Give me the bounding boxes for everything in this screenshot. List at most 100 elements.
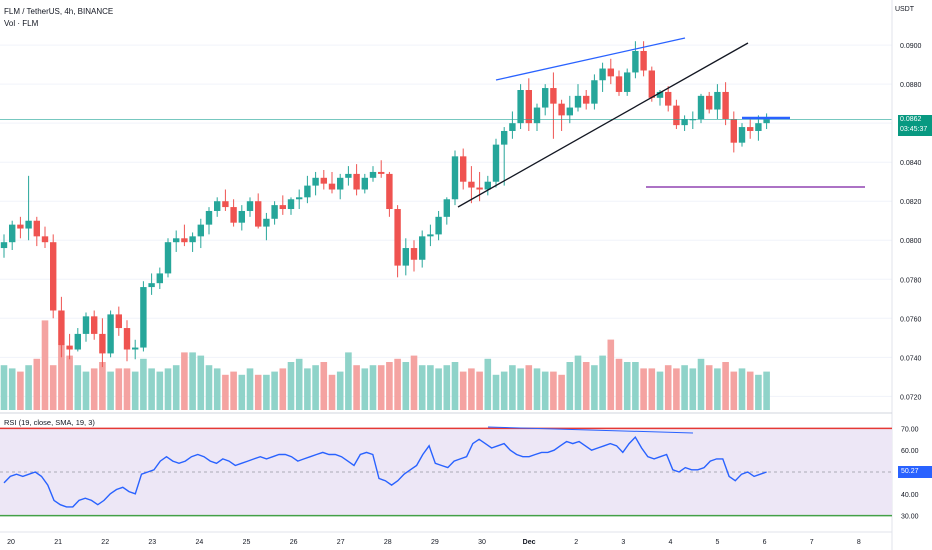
price-tick-label: 0.0740: [900, 355, 922, 362]
volume-bar: [246, 368, 254, 410]
volume-bars: [0, 320, 770, 410]
candle-body: [41, 236, 49, 243]
candle-body: [738, 127, 746, 143]
volume-bar: [263, 374, 270, 410]
candle-body: [222, 201, 229, 208]
volume-bar: [148, 368, 155, 410]
time-tick-label: 28: [384, 539, 392, 546]
volume-bar: [410, 355, 418, 410]
candle-body: [747, 127, 754, 131]
time-tick-label: 20: [7, 539, 15, 546]
candle-body: [722, 91, 729, 120]
volume-bar: [197, 355, 205, 410]
price-tick-label: 0.0840: [900, 160, 922, 167]
candle-body: [460, 156, 467, 182]
volume-bar: [484, 358, 492, 410]
candle-body: [255, 201, 262, 227]
volume-bar: [705, 365, 713, 410]
time-tick-label: 26: [290, 539, 298, 546]
candle-body: [328, 183, 336, 190]
symbol-title[interactable]: FLM / TetherUS, 4h, BINANCE: [4, 7, 114, 16]
candle-body: [394, 209, 401, 266]
volume-bar: [17, 371, 24, 410]
blue-trendline: [495, 37, 686, 81]
candle-body: [689, 119, 696, 121]
candle-body: [492, 144, 500, 182]
candle-body: [583, 95, 590, 104]
rsi-indicator-label[interactable]: RSI (19, close, SMA, 19, 3): [4, 418, 95, 427]
volume-bar: [41, 320, 49, 410]
drawn-trendlines[interactable]: [0, 37, 892, 208]
volume-bar: [582, 362, 590, 410]
candle-body: [312, 177, 319, 186]
volume-bar: [254, 374, 262, 410]
volume-bar: [181, 352, 188, 410]
candle-body: [517, 90, 524, 124]
price-tick-label: 0.0820: [900, 199, 922, 206]
candle-body: [50, 242, 57, 311]
volume-bar: [550, 371, 557, 410]
volume-bar: [8, 368, 16, 410]
candle-body: [501, 130, 508, 145]
volume-bar: [328, 374, 336, 410]
candle-body: [574, 95, 582, 108]
candle-body: [173, 238, 180, 243]
time-tick-label: Dec: [523, 539, 536, 546]
last-price: 0.0862: [900, 116, 922, 123]
time-tick-label: 21: [54, 539, 62, 546]
candle-body: [558, 103, 565, 116]
currency-label: USDT: [894, 6, 914, 13]
volume-bar: [468, 368, 475, 410]
volume-bar: [115, 368, 123, 410]
candle-body: [697, 95, 705, 120]
volume-bar: [656, 371, 664, 410]
volume-bar: [58, 346, 65, 410]
rsi-line: [3, 435, 767, 508]
candle-body: [279, 205, 286, 210]
volume-bar: [336, 371, 344, 410]
time-tick-label: 2: [574, 539, 578, 546]
candle-body: [755, 123, 762, 131]
volume-bar: [123, 368, 131, 410]
volume-bar: [33, 358, 41, 410]
time-tick-label: 8: [857, 539, 861, 546]
volume-bar: [90, 368, 98, 410]
volume-bar: [763, 371, 770, 410]
candle-body: [484, 181, 491, 190]
candle-body: [443, 199, 450, 217]
volume-bar: [279, 368, 287, 410]
volume-bar: [730, 371, 738, 410]
volume-bar: [140, 358, 147, 410]
volume-bar: [689, 368, 697, 410]
candle-body: [214, 201, 221, 211]
candle-body: [525, 90, 532, 124]
volume-bar: [632, 362, 639, 410]
volume-bar: [172, 365, 180, 410]
volume-bar: [189, 352, 196, 410]
volume-bar: [558, 374, 565, 410]
candle-body: [706, 95, 713, 110]
candle-body: [164, 242, 172, 274]
candle-body: [386, 173, 393, 210]
candle-body: [550, 88, 557, 104]
price-tick-label: 0.0900: [900, 43, 922, 50]
volume-bar: [738, 368, 746, 410]
price-grid: [0, 44, 892, 397]
volume-bar: [131, 371, 139, 410]
candle-body: [648, 70, 655, 98]
candle-body: [238, 210, 245, 223]
volume-bar: [295, 358, 303, 410]
volume-indicator-label[interactable]: Vol · FLM: [4, 19, 39, 28]
volume-bar: [49, 365, 57, 410]
candle-body: [0, 242, 8, 249]
price-tick-label: 0.0800: [900, 238, 922, 245]
volume-bar: [99, 362, 106, 410]
time-axis[interactable]: 20 21 22 23 24 25 26 27 28 29 30 Dec 2 3 4 5 6 7 8: [0, 531, 892, 546]
candle-body: [82, 316, 90, 334]
volume-bar: [386, 362, 393, 410]
volume-bar: [156, 371, 164, 410]
candle-body: [730, 119, 737, 143]
volume-bar: [435, 368, 442, 410]
candle-body: [246, 201, 254, 211]
